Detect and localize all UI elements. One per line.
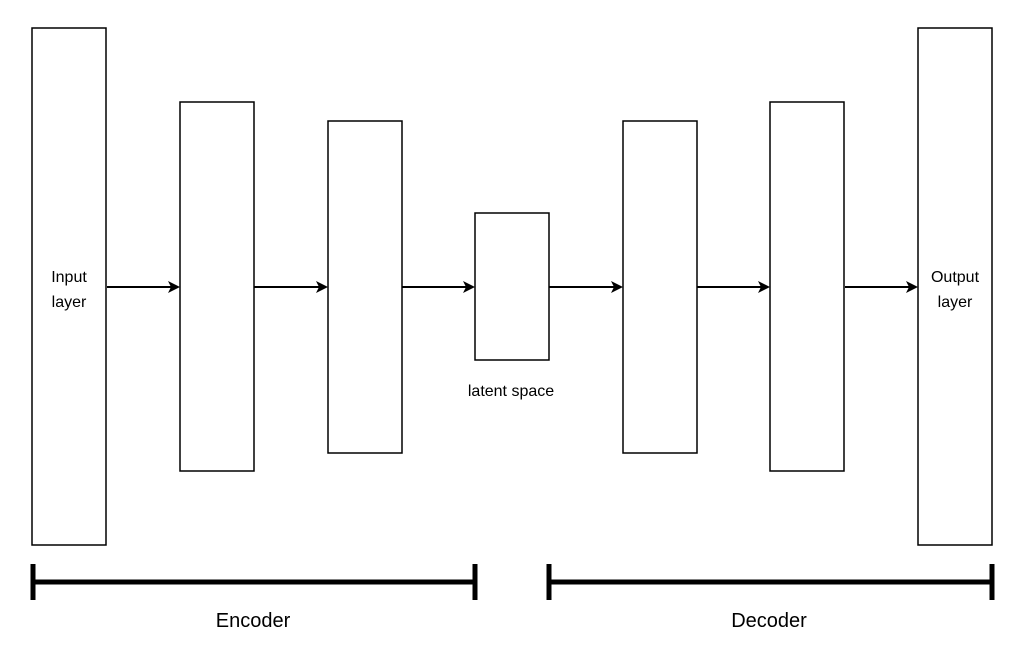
node-labels: Input layer latent space Output layer: [51, 269, 979, 400]
decoder-layer-2-box: [769, 101, 845, 472]
output-layer-box: [917, 27, 993, 546]
decoder-label: Decoder: [731, 610, 807, 632]
output-layer-label-line-2: layer: [938, 294, 973, 311]
encoder-bracket: Encoder: [30, 564, 478, 632]
output-layer-label-line-1: Output: [931, 269, 980, 286]
input-layer-label-line-2: layer: [52, 294, 87, 311]
encoder-layer-1-box: [179, 101, 255, 472]
input-layer-label-line-1: Input: [51, 269, 87, 286]
layers: [31, 27, 993, 546]
decoder-bracket: Decoder: [546, 564, 995, 632]
encoder-label: Encoder: [216, 610, 291, 632]
latent-space-box: [474, 212, 550, 361]
encoder-layer-2-box: [327, 120, 403, 454]
input-layer-box: [31, 27, 107, 546]
decoder-layer-1-box: [622, 120, 698, 454]
latent-space-label: latent space: [468, 383, 554, 400]
